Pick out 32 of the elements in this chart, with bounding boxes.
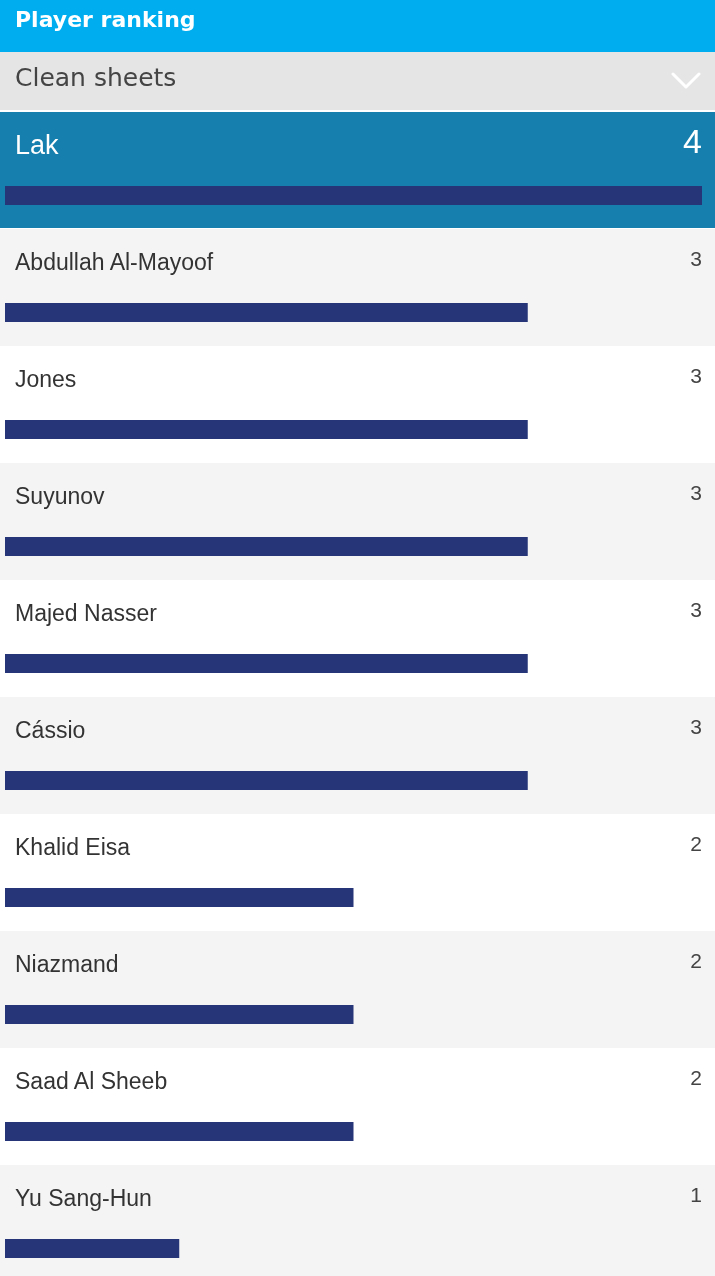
- chart-subtitle: Clean sheets: [15, 63, 177, 92]
- data-label: 3: [690, 363, 702, 387]
- data-label: 2: [690, 948, 702, 972]
- bar: [5, 1122, 354, 1141]
- bar: [5, 537, 528, 556]
- data-label: 3: [690, 714, 702, 738]
- bar: [5, 186, 702, 205]
- y-tick-label: Yu Sang-Hun: [15, 1184, 152, 1211]
- data-label: 3: [690, 246, 702, 270]
- bar: [5, 654, 528, 673]
- data-label: 3: [690, 480, 702, 504]
- bar: [5, 1239, 180, 1258]
- data-label: 2: [690, 1065, 702, 1089]
- bar: [5, 420, 528, 439]
- data-label: 4: [683, 121, 702, 160]
- y-tick-label: Jones: [15, 365, 77, 392]
- y-tick-label: Khalid Eisa: [15, 833, 131, 860]
- data-label: 1: [690, 1182, 702, 1206]
- data-label: 3: [690, 597, 702, 621]
- bar: [5, 303, 528, 322]
- y-tick-label: Niazmand: [15, 950, 119, 977]
- data-label: 2: [690, 831, 702, 855]
- y-tick-label: Abdullah Al-Mayoof: [15, 248, 214, 275]
- bar: [5, 888, 354, 907]
- y-tick-label: Majed Nasser: [15, 599, 158, 626]
- chart-title: Player ranking: [15, 7, 196, 32]
- y-tick-label: Saad Al Sheeb: [15, 1067, 168, 1094]
- y-tick-label: Suyunov: [15, 482, 106, 509]
- y-tick-label: Cássio: [15, 716, 86, 743]
- bar: [5, 771, 528, 790]
- y-tick-label: Lak: [15, 129, 60, 160]
- bar: [5, 1005, 354, 1024]
